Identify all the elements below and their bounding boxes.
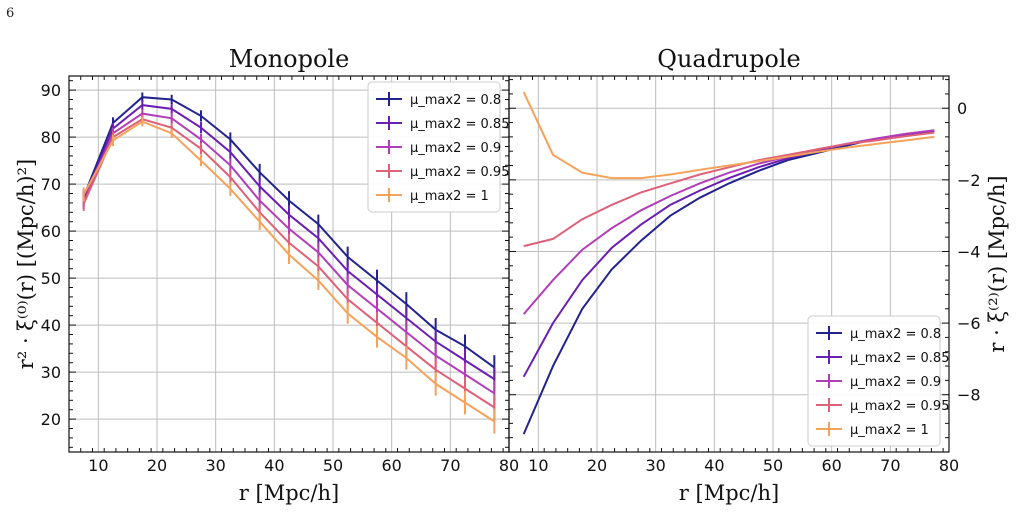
y-tick-label: 70 <box>41 175 61 194</box>
quadrupole-frame <box>508 75 950 453</box>
legend-label: μ_max2 = 0.8 <box>410 93 501 108</box>
quadrupole-series-layer <box>522 91 935 435</box>
quadrupole-legend: μ_max2 = 0.8 μ_max2 = 0.85 μ_max2 = 0.9 μ_m… <box>807 315 949 447</box>
y-tick-label: 40 <box>41 316 61 335</box>
quadrupole-panel: Quadrupole 10 20 30 40 50 60 70 80 −8 −6 −4 −2 0 r [… <box>508 45 1009 505</box>
y-tick-label: −4 <box>957 242 981 261</box>
monopole-ticks: 10 20 30 40 50 60 70 80 20 30 40 50 60 70 80 90 <box>41 76 519 475</box>
legend-label: μ_max2 = 0.95 <box>410 165 509 180</box>
legend-box <box>367 81 501 213</box>
x-tick-label: 20 <box>147 456 167 475</box>
y-tick-label: 90 <box>41 81 61 100</box>
x-tick-label: 50 <box>323 456 343 475</box>
x-tick-label: 30 <box>205 456 225 475</box>
y-tick-label: 0 <box>957 99 967 118</box>
x-tick-label: 20 <box>587 456 607 475</box>
series-line <box>522 129 935 315</box>
legend-label: μ_max2 = 0.8 <box>850 327 941 342</box>
quadrupole-ticks: 10 20 30 40 50 60 70 80 −8 −6 −4 −2 0 <box>508 76 981 475</box>
legend-label: μ_max2 = 1 <box>850 423 929 438</box>
x-tick-label: 50 <box>763 456 783 475</box>
quadrupole-xlabel: r [Mpc/h] <box>679 481 779 505</box>
series-line <box>522 91 935 180</box>
legend-label: μ_max2 = 0.85 <box>850 351 949 366</box>
quadrupole-ylabel: r · ξ⁽²⁾(r) [Mpc/h] <box>985 175 1009 352</box>
monopole-xlabel: r [Mpc/h] <box>239 481 339 505</box>
x-tick-label: 70 <box>880 456 900 475</box>
page-number: 6 <box>6 6 15 21</box>
x-tick-label: 70 <box>440 456 460 475</box>
legend-label: μ_max2 = 0.9 <box>410 141 501 156</box>
x-tick-label: 10 <box>528 456 548 475</box>
legend-label: μ_max2 = 1 <box>410 189 489 204</box>
monopole-legend: μ_max2 = 0.8 μ_max2 = 0.85 μ_max2 = 0.9 μ_m… <box>367 81 509 213</box>
legend-label: μ_max2 = 0.9 <box>850 375 941 390</box>
y-tick-label: −8 <box>957 386 981 405</box>
monopole-ylabel: r² · ξ⁽⁰⁾(r) [(Mpc/h)²] <box>14 159 38 369</box>
y-tick-label: 60 <box>41 222 61 241</box>
legend-label: μ_max2 = 0.95 <box>850 399 949 414</box>
x-tick-label: 80 <box>499 456 519 475</box>
monopole-series-layer <box>82 92 496 434</box>
legend-label: μ_max2 = 0.85 <box>410 117 509 132</box>
x-tick-label: 40 <box>264 456 284 475</box>
series-line <box>523 131 935 248</box>
x-tick-label: 10 <box>88 456 108 475</box>
legend-box <box>807 315 941 447</box>
y-tick-label: 80 <box>41 128 61 147</box>
x-tick-label: 60 <box>821 456 841 475</box>
x-tick-label: 30 <box>645 456 665 475</box>
y-tick-label: 30 <box>41 363 61 382</box>
y-tick-label: −2 <box>957 171 981 190</box>
monopole-title: Monopole <box>229 45 350 73</box>
quadrupole-title: Quadrupole <box>657 45 800 73</box>
y-tick-label: 50 <box>41 269 61 288</box>
y-tick-label: −6 <box>957 314 981 333</box>
x-tick-label: 80 <box>939 456 959 475</box>
x-tick-label: 40 <box>704 456 724 475</box>
x-tick-label: 60 <box>381 456 401 475</box>
y-tick-label: 20 <box>41 410 61 429</box>
monopole-panel: Monopole 10 20 30 40 50 60 70 80 20 30 40 50 60 70 80 9… <box>14 45 519 505</box>
